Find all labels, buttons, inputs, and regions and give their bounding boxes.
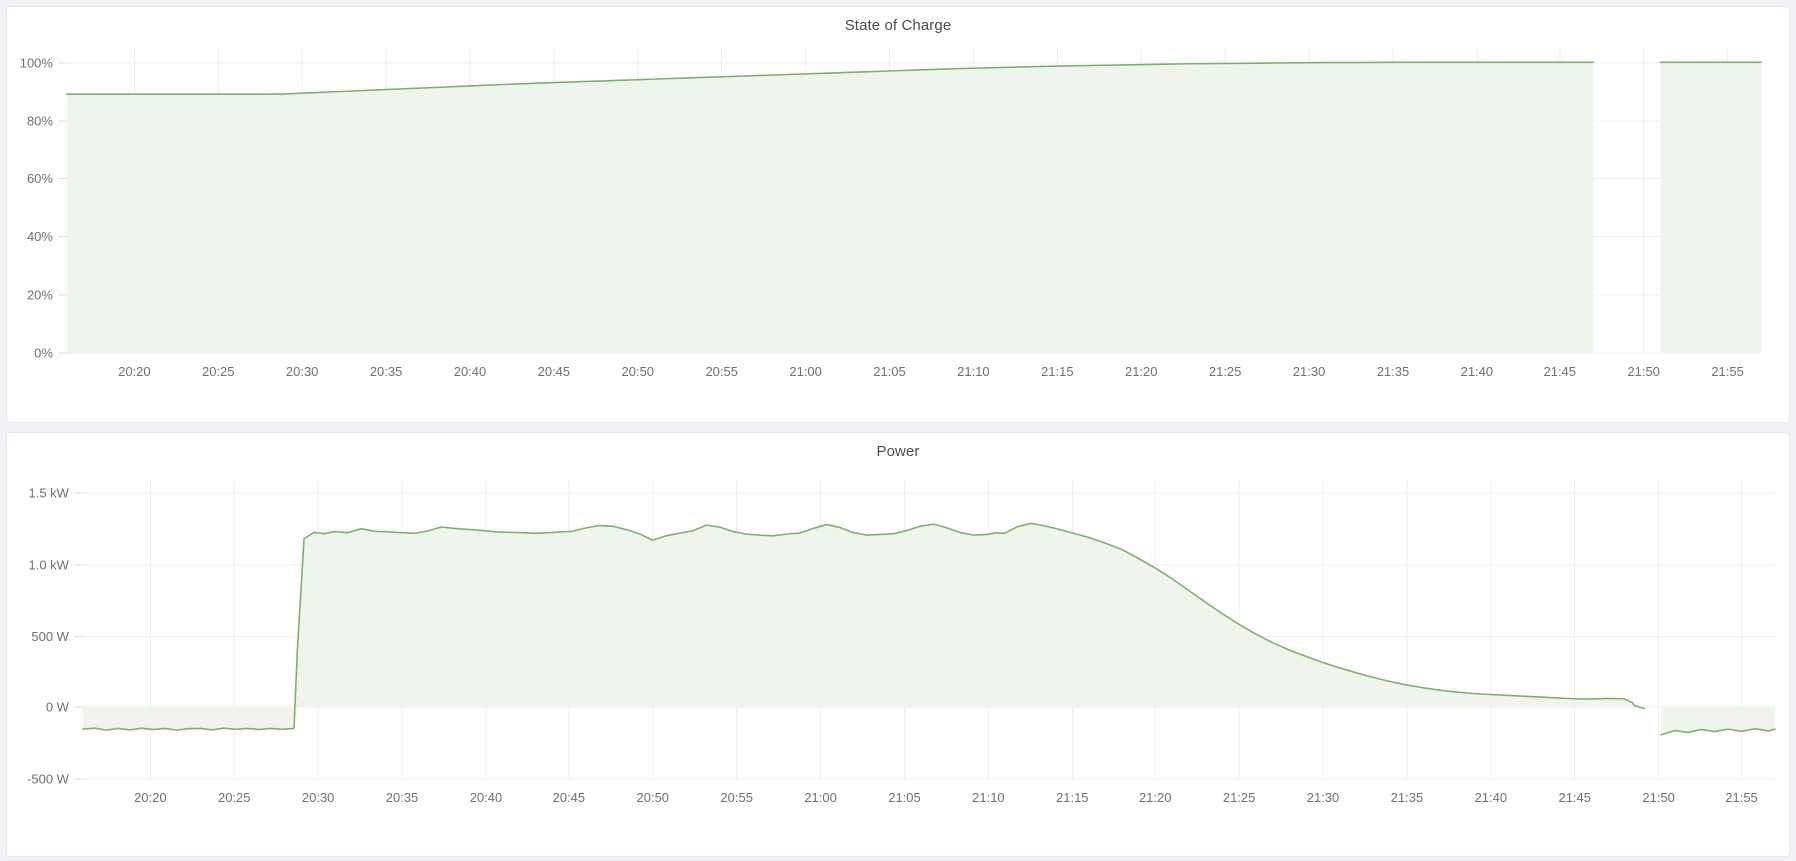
x-axis-tick-label: 21:05 — [888, 790, 920, 805]
x-axis-tick-label: 20:35 — [370, 364, 402, 379]
x-axis-tick-label: 21:00 — [804, 790, 836, 805]
y-axis-tick-label: 1.0 kW — [29, 557, 70, 572]
x-axis-tick-label: 21:40 — [1461, 364, 1493, 379]
x-axis-tick-label: 21:20 — [1139, 790, 1171, 805]
y-axis-tick-label: 20% — [27, 288, 53, 303]
y-axis-tick-label: 80% — [27, 113, 53, 128]
x-axis-tick-label: 20:30 — [286, 364, 318, 379]
x-axis-tick-label: 21:35 — [1377, 364, 1409, 379]
y-axis-tick-label: 500 W — [31, 629, 69, 644]
x-axis-tick-label: 21:50 — [1642, 790, 1674, 805]
x-axis-tick-label: 21:45 — [1559, 790, 1591, 805]
series-area-fill — [1660, 62, 1762, 353]
x-axis-tick-label: 21:25 — [1223, 790, 1255, 805]
x-axis-tick-label: 20:45 — [553, 790, 585, 805]
x-axis-tick-label: 20:25 — [218, 790, 250, 805]
x-axis-tick-label: 21:55 — [1725, 790, 1757, 805]
page-title-power: Power — [876, 443, 920, 460]
y-axis-tick-label: 40% — [27, 229, 53, 244]
series-area-fill — [66, 62, 1594, 353]
x-axis-tick-label: 20:25 — [202, 364, 234, 379]
series-area-fill — [1661, 707, 1776, 735]
x-axis-tick-label: 20:35 — [386, 790, 418, 805]
x-axis-tick-label: 20:50 — [622, 364, 654, 379]
series-line — [82, 522, 1646, 731]
x-axis-tick-label: 20:55 — [720, 790, 752, 805]
series-line — [1660, 727, 1776, 736]
panel-power: Power -500 W 0 W 500 W 1.0 kW 1.5 kW 20:20 20:… — [6, 432, 1790, 857]
x-axis-tick-label: 21:50 — [1627, 364, 1659, 379]
chart-state-of-charge: 0% 20% 40% 60% 80% 100% 20:20 20:25 20:30 20:35 20… — [7, 7, 1789, 422]
page-title-state-of-charge: State of Charge — [844, 17, 952, 34]
x-axis-tick-label: 21:40 — [1475, 790, 1507, 805]
y-axis-tick-label: 100% — [20, 56, 54, 71]
y-axis-tick-label: 1.5 kW — [29, 486, 70, 501]
x-axis-tick-label: 20:40 — [454, 364, 486, 379]
power-svg: -500 W 0 W 500 W 1.0 kW 1.5 kW 20:20 20:25 20:3… — [27, 478, 1776, 805]
x-axis-tick-label: 21:15 — [1056, 790, 1088, 805]
x-axis-tick-label: 21:35 — [1391, 790, 1423, 805]
x-axis-tick-label: 21:30 — [1307, 790, 1339, 805]
series-area-fill — [82, 523, 1645, 731]
x-axis-tick-label: 21:10 — [957, 364, 989, 379]
x-axis-tick-label: 20:55 — [705, 364, 737, 379]
series-line — [66, 61, 1595, 96]
x-axis-tick-label: 20:50 — [637, 790, 669, 805]
x-axis-tick-label: 21:30 — [1293, 364, 1325, 379]
x-axis-tick-label: 21:10 — [972, 790, 1004, 805]
x-axis-tick-label: 20:20 — [118, 364, 150, 379]
x-axis-tick-label: 21:45 — [1544, 364, 1576, 379]
x-axis-tick-label: 21:05 — [873, 364, 905, 379]
x-axis-tick-label: 20:30 — [302, 790, 334, 805]
x-axis-tick-label: 20:45 — [538, 364, 570, 379]
x-axis-tick-label: 21:25 — [1209, 364, 1241, 379]
y-axis-tick-label: -500 W — [27, 771, 70, 786]
x-axis-tick-label: 21:20 — [1125, 364, 1157, 379]
y-axis-tick-label: 60% — [27, 171, 53, 186]
x-axis-tick-label: 20:40 — [470, 790, 502, 805]
panel-state-of-charge: State of Charge 0% 20% 40% 60% 80% 100% 20:20 2… — [6, 6, 1790, 423]
state-of-charge-svg: 0% 20% 40% 60% 80% 100% 20:20 20:25 20:30 20:35 20… — [20, 47, 1762, 379]
x-axis-tick-label: 20:20 — [134, 790, 166, 805]
x-axis-tick-label: 21:00 — [789, 364, 821, 379]
y-axis-tick-label: 0% — [34, 345, 53, 360]
x-axis-tick-label: 21:15 — [1041, 364, 1073, 379]
x-axis-tick-label: 21:55 — [1711, 364, 1743, 379]
y-axis-tick-label: 0 W — [46, 700, 70, 715]
chart-power: -500 W 0 W 500 W 1.0 kW 1.5 kW 20:20 20:25 20:3… — [7, 433, 1789, 856]
